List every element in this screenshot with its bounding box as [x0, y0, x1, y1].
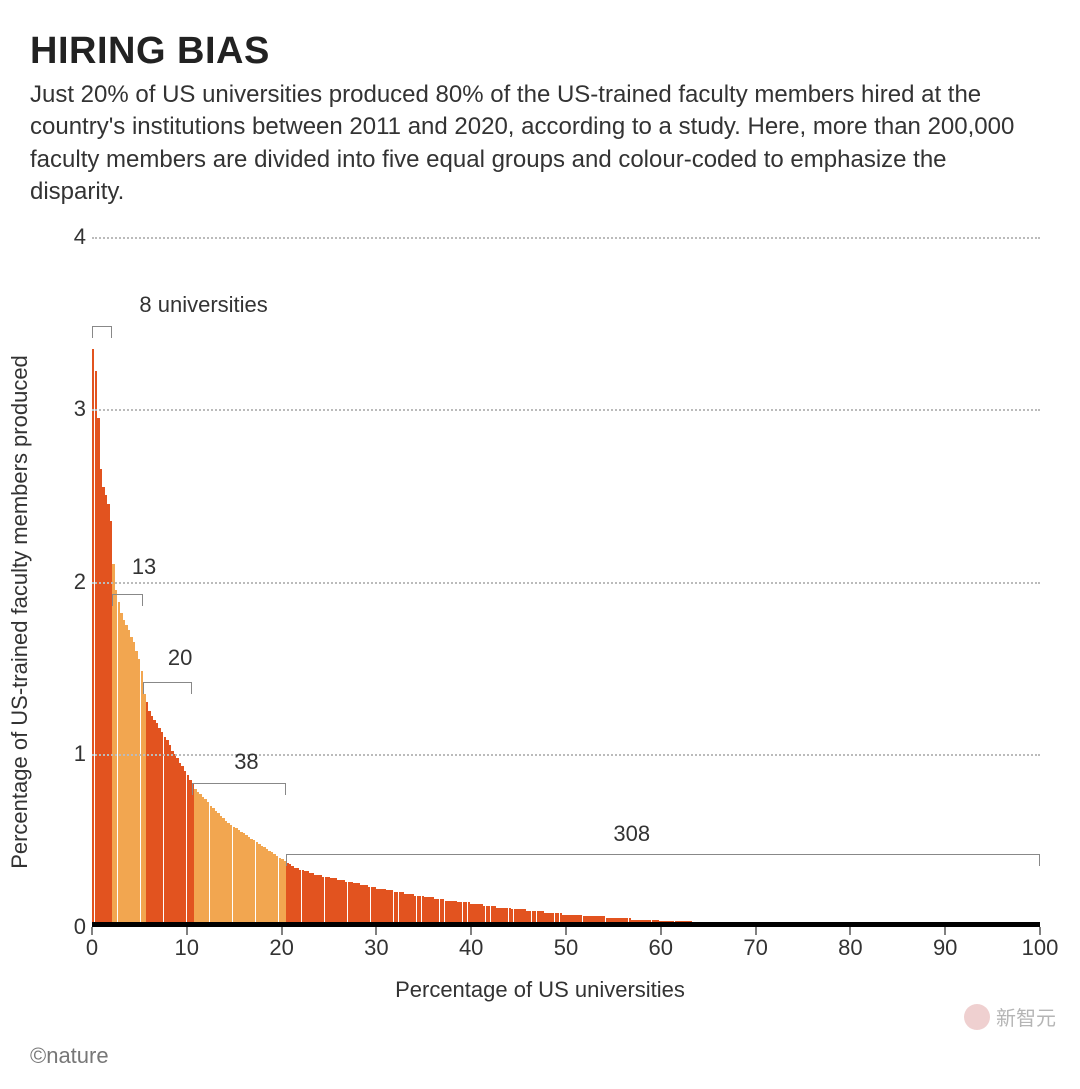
x-tick-label: 70	[743, 935, 767, 961]
x-tick-mark	[1040, 927, 1041, 935]
group-bracket	[192, 783, 285, 795]
chart-title: HIRING BIAS	[30, 30, 1050, 73]
x-tick-mark	[92, 927, 93, 935]
watermark: 新智元	[964, 1002, 1056, 1031]
y-tick-label: 3	[58, 396, 86, 422]
grid-line	[92, 237, 1040, 239]
group-bracket-label: 308	[613, 821, 650, 847]
x-axis-label: Percentage of US universities	[395, 977, 685, 1003]
x-tick-label: 40	[459, 935, 483, 961]
group-bracket	[286, 854, 1040, 866]
y-tick-label: 1	[58, 741, 86, 767]
x-tick-label: 50	[554, 935, 578, 961]
group-bracket	[143, 682, 192, 694]
x-tick-label: 90	[933, 935, 957, 961]
x-tick-label: 10	[175, 935, 199, 961]
x-tick-label: 80	[838, 935, 862, 961]
x-tick-label: 100	[1022, 935, 1059, 961]
group-bracket-label: 20	[168, 645, 192, 671]
grid-line	[92, 582, 1040, 584]
x-tick-mark	[755, 927, 756, 935]
y-axis-label: Percentage of US-trained faculty members…	[7, 355, 33, 869]
x-tick-label: 20	[269, 935, 293, 961]
watermark-icon	[964, 1004, 990, 1030]
y-tick-label: 4	[58, 224, 86, 250]
group-bracket-label: 13	[132, 554, 156, 580]
x-tick-mark	[281, 927, 282, 935]
watermark-text: 新智元	[996, 1002, 1056, 1031]
group-bracket	[112, 594, 144, 606]
plot-area: 0123401020304050607080901008 universitie…	[92, 237, 1040, 927]
group-bracket	[92, 326, 112, 338]
x-tick-mark	[945, 927, 946, 935]
chart-container: Percentage of US-trained faculty members…	[30, 227, 1050, 997]
credit-text: ©nature	[30, 1043, 1050, 1069]
y-tick-label: 2	[58, 569, 86, 595]
x-tick-mark	[471, 927, 472, 935]
x-tick-label: 60	[649, 935, 673, 961]
y-tick-label: 0	[58, 914, 86, 940]
chart-subtitle: Just 20% of US universities produced 80%…	[30, 79, 1030, 209]
x-tick-mark	[186, 927, 187, 935]
grid-line	[92, 409, 1040, 411]
x-tick-mark	[566, 927, 567, 935]
x-tick-mark	[376, 927, 377, 935]
x-tick-mark	[850, 927, 851, 935]
x-tick-mark	[660, 927, 661, 935]
group-bracket-label: 8 universities	[139, 292, 267, 318]
x-tick-label: 30	[364, 935, 388, 961]
group-bracket-label: 38	[234, 749, 258, 775]
x-tick-label: 0	[86, 935, 98, 961]
